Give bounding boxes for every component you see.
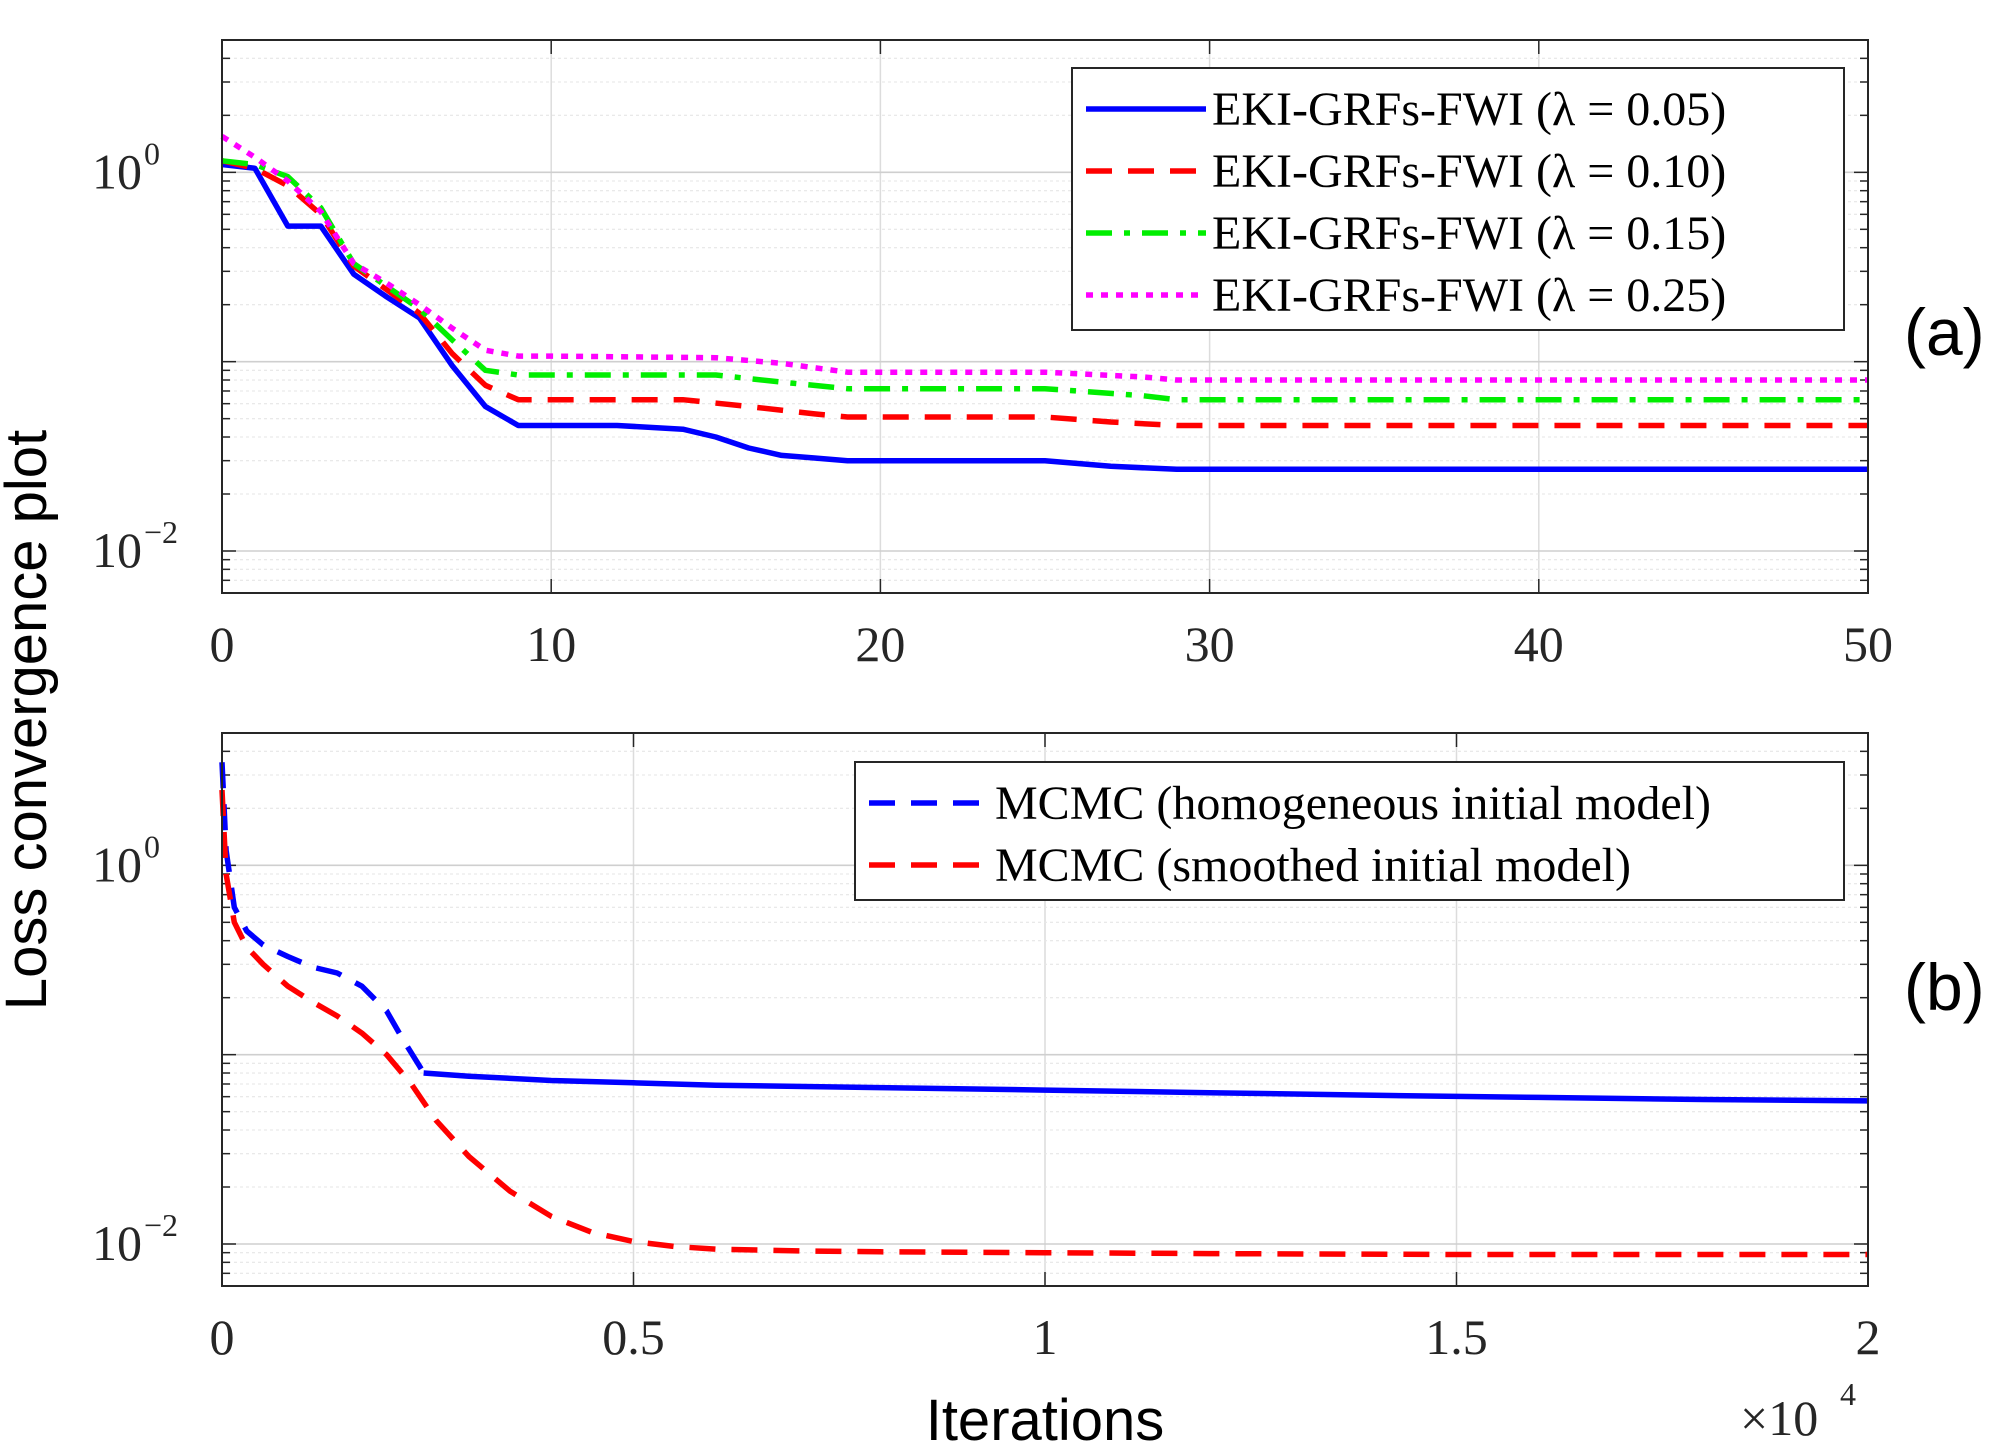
legend-label-1: MCMC (smoothed initial model) xyxy=(995,839,1631,892)
series-line-b-0 xyxy=(219,762,426,1075)
x-multiplier-base: ×10 xyxy=(1740,1390,1818,1444)
x-tick-label: 0 xyxy=(210,1309,235,1365)
x-tick-label: 50 xyxy=(1843,616,1893,672)
legend-label-0: EKI-GRFs-FWI (λ = 0.05) xyxy=(1212,83,1726,136)
y-tick-label: 10 −2 xyxy=(92,1207,178,1271)
y-tick-base: 10 xyxy=(92,836,142,892)
legend-label-2: EKI-GRFs-FWI (λ = 0.15) xyxy=(1212,207,1726,260)
legend-box xyxy=(854,761,1845,901)
x-tick-label: 0.5 xyxy=(602,1309,665,1365)
x-tick-label: 0 xyxy=(210,616,235,672)
y-axis-label: Loss convergence plot xyxy=(0,430,59,1010)
panel-label-b: (b) xyxy=(1904,950,1985,1024)
series-line-b-1 xyxy=(219,789,1868,1258)
y-tick-base: 10 xyxy=(92,1215,142,1271)
y-tick-base: 10 xyxy=(92,143,142,199)
panel-b-x-ticks: 0 0.5 1 1.5 2 xyxy=(210,733,1881,1365)
series-line-a-1 xyxy=(221,158,1868,429)
y-tick-label: 10 −2 xyxy=(92,514,178,578)
series-line-b-0-cont xyxy=(423,1070,1869,1104)
y-tick-label: 10 0 xyxy=(92,828,160,892)
legend-label-3: EKI-GRFs-FWI (λ = 0.25) xyxy=(1212,269,1726,322)
x-multiplier-exponent: 4 xyxy=(1840,1376,1856,1412)
y-tick-exponent: −2 xyxy=(144,514,178,550)
y-tick-exponent: 0 xyxy=(144,135,160,171)
y-tick-base: 10 xyxy=(92,522,142,578)
x-tick-label: 40 xyxy=(1514,616,1564,672)
legend-label-0: MCMC (homogeneous initial model) xyxy=(995,777,1711,830)
panel-a-x-ticks: 0 10 20 30 40 50 xyxy=(210,40,1893,672)
x-tick-label: 20 xyxy=(855,616,905,672)
x-axis-label: Iterations xyxy=(926,1388,1165,1444)
panel-b-legend: MCMC (homogeneous initial model) MCMC (sm… xyxy=(854,761,1845,901)
panel-label-a: (a) xyxy=(1904,295,1985,369)
x-tick-label: 10 xyxy=(526,616,576,672)
x-multiplier: ×10 4 xyxy=(1740,1376,1856,1444)
panel-a-legend: EKI-GRFs-FWI (λ = 0.05) EKI-GRFs-FWI (λ =… xyxy=(1071,67,1845,331)
series-line-a-0 xyxy=(221,161,1868,473)
panel-a-series xyxy=(220,133,1868,473)
panel-a-frame xyxy=(221,39,1869,594)
y-tick-label: 10 0 xyxy=(92,135,160,199)
x-tick-label: 1.5 xyxy=(1425,1309,1488,1365)
x-tick-label: 30 xyxy=(1185,616,1235,672)
x-tick-label: 1 xyxy=(1033,1309,1058,1365)
y-tick-exponent: −2 xyxy=(144,1207,178,1243)
x-tick-label: 2 xyxy=(1856,1309,1881,1365)
series-line-a-3 xyxy=(220,133,1868,383)
panel-b-series xyxy=(219,762,1869,1258)
series-line-a-2 xyxy=(221,158,1868,403)
y-tick-exponent: 0 xyxy=(144,828,160,864)
legend-label-1: EKI-GRFs-FWI (λ = 0.10) xyxy=(1212,145,1726,198)
